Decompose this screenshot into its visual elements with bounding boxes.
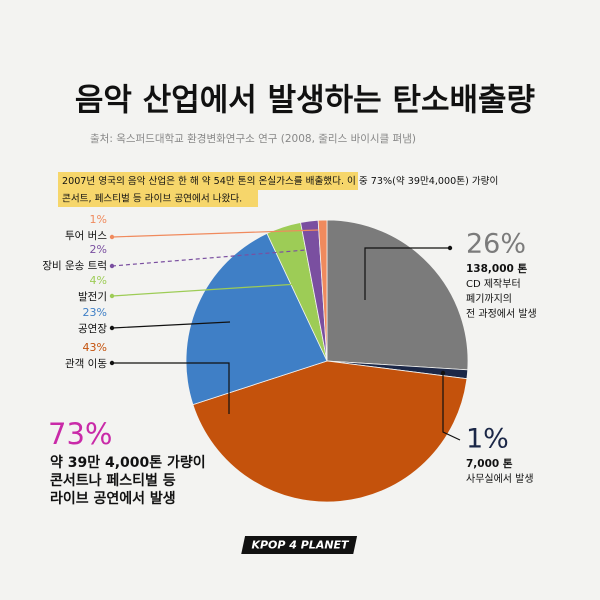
callout-line: 콘서트나 페스티벌 등 — [50, 472, 176, 489]
leader-dot — [109, 293, 115, 299]
category-label: 장비 운송 트럭 — [42, 260, 107, 272]
percent-label: 1% — [90, 213, 107, 226]
leader-line — [111, 249, 307, 267]
logo-box — [241, 536, 358, 554]
percent-label: 2% — [90, 243, 107, 256]
logo: KPOP 4 PLANET — [251, 539, 350, 552]
category-label: 투어 버스 — [65, 230, 107, 242]
callout-percent: 73% — [48, 417, 112, 451]
leader-line — [442, 373, 461, 441]
detail-label: 전 과정에서 발생 — [466, 308, 537, 320]
leader-line — [111, 321, 231, 329]
percent-label: 23% — [83, 306, 107, 319]
leader-dot — [109, 325, 115, 331]
pie — [185, 219, 469, 503]
detail-label: CD 제작부터 — [466, 278, 521, 290]
callout-line: 라이브 공연에서 발생 — [50, 490, 176, 507]
detail-label: 사무실에서 발생 — [466, 473, 534, 485]
leader-dot — [109, 263, 115, 269]
source: 출처: 옥스퍼드대학교 환경변화연구소 연구 (2008, 줄리스 바이시클 펴… — [90, 132, 416, 145]
note: 콘서트, 페스티벌 등 라이브 공연에서 나왔다. — [62, 194, 242, 205]
pie-slice — [192, 360, 468, 503]
pie-slice — [317, 219, 328, 362]
percent-label: 43% — [83, 341, 107, 354]
leader-line — [364, 247, 450, 300]
percent-label: 1% — [466, 424, 509, 455]
leader-dot — [109, 234, 115, 240]
note-highlight — [58, 172, 358, 190]
category-label: 관객 이동 — [65, 358, 107, 370]
callout-line: 약 39만 4,000톤 가량이 — [50, 454, 206, 471]
leader-dot — [440, 370, 446, 376]
note-highlight — [58, 190, 258, 207]
pie-slice — [185, 232, 328, 406]
leader-dot — [447, 245, 453, 251]
detail-label: 138,000 톤 — [466, 263, 527, 275]
leader-line — [111, 229, 319, 238]
leader-line — [112, 362, 230, 414]
percent-label: 4% — [90, 274, 107, 287]
note: 2007년 영국의 음악 산업은 한 해 약 54만 톤의 온실가스를 배출했다… — [62, 175, 498, 187]
category-label: 공연장 — [78, 323, 107, 335]
leader-line — [111, 283, 299, 297]
pie-slice — [326, 219, 469, 371]
category-label: 발전기 — [78, 291, 107, 303]
detail-label: 7,000 톤 — [466, 458, 513, 470]
detail-label: 폐기까지의 — [466, 293, 512, 305]
percent-label: 26% — [466, 229, 526, 260]
leader-dot — [109, 360, 115, 366]
chart-title: 음악 산업에서 발생하는 탄소배출량 — [75, 83, 535, 119]
